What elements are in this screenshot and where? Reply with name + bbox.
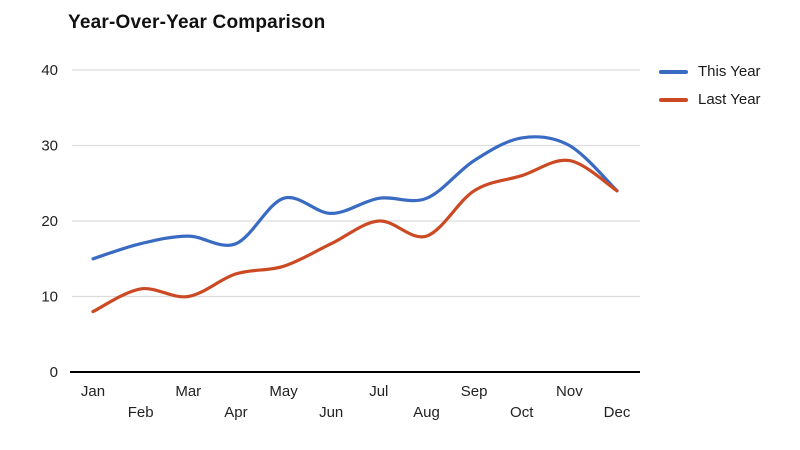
y-axis-tick-label: 20 <box>41 213 58 230</box>
legend-label-last-year: Last Year <box>698 91 761 108</box>
x-axis-month-label: Jan <box>81 383 105 400</box>
chart-title: Year-Over-Year Comparison <box>68 12 326 33</box>
legend-label-this-year: This Year <box>698 63 761 80</box>
x-axis-month-label: Oct <box>510 404 534 421</box>
y-axis-tick-label: 40 <box>41 62 58 79</box>
x-axis-month-label: Feb <box>128 404 154 421</box>
legend-swatch-this-year <box>659 69 688 74</box>
x-axis-month-label: Nov <box>556 383 583 400</box>
legend: This Year Last Year <box>659 63 761 119</box>
x-axis-month-label: Jul <box>369 383 388 400</box>
y-axis-tick-label: 0 <box>50 364 58 381</box>
x-axis-month-label: Apr <box>224 404 247 421</box>
x-axis-month-label: Mar <box>175 383 201 400</box>
legend-swatch-last-year <box>659 97 688 102</box>
y-axis-tick-label: 30 <box>41 138 58 155</box>
series-line-last-year <box>91 158 619 314</box>
series-line-this-year <box>91 135 619 261</box>
x-axis-month-label: Sep <box>461 383 488 400</box>
x-axis-month-label: May <box>269 383 298 400</box>
x-axis-month-label: Dec <box>604 404 631 421</box>
x-axis-month-label: Jun <box>319 404 343 421</box>
legend-item-last-year: Last Year <box>659 91 761 108</box>
legend-item-this-year: This Year <box>659 63 761 80</box>
x-axis-month-label: Aug <box>413 404 440 421</box>
y-axis-tick-label: 10 <box>41 289 58 306</box>
